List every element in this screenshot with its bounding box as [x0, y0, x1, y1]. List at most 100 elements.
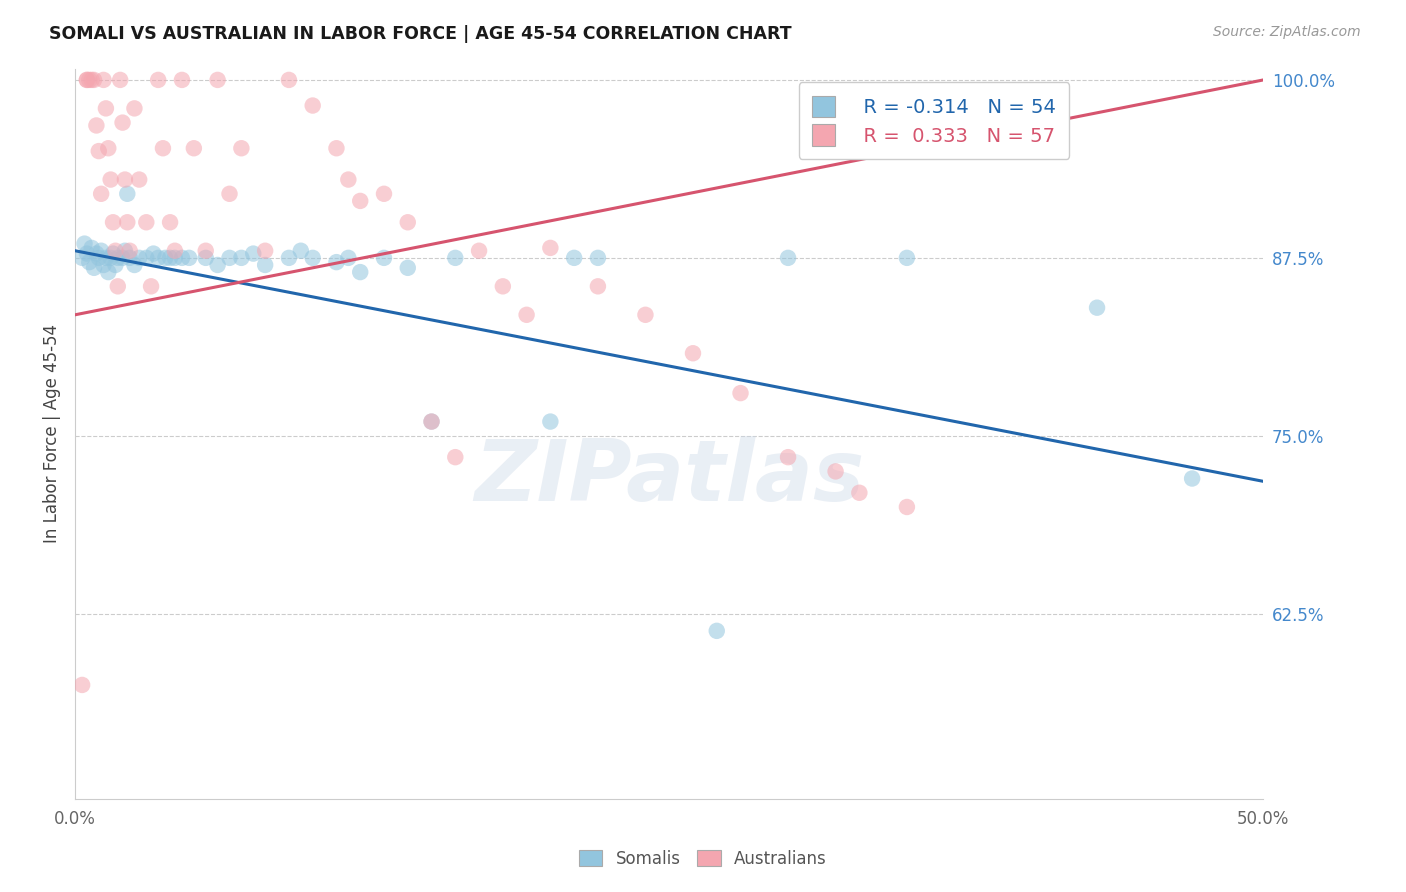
Point: [117, 186, 139, 201]
Point: [107, 251, 129, 265]
Point: [586, 279, 609, 293]
Point: [114, 244, 136, 258]
Point: [254, 244, 277, 258]
Point: [104, 258, 127, 272]
Point: [231, 141, 253, 155]
Point: [111, 115, 134, 129]
Point: [142, 246, 165, 260]
Point: [100, 172, 122, 186]
Point: [148, 251, 170, 265]
Point: [135, 215, 157, 229]
Point: [396, 215, 419, 229]
Point: [108, 73, 131, 87]
Point: [100, 251, 122, 265]
Point: [118, 251, 141, 265]
Point: [93, 258, 115, 272]
Point: [1181, 471, 1204, 485]
Point: [896, 251, 918, 265]
Point: [634, 308, 657, 322]
Point: [218, 186, 240, 201]
Point: [538, 241, 561, 255]
Point: [117, 215, 139, 229]
Point: [776, 450, 799, 465]
Point: [170, 73, 193, 87]
Point: [80, 73, 103, 87]
Point: [90, 244, 112, 258]
Point: [706, 624, 728, 638]
Point: [420, 415, 443, 429]
Point: [183, 141, 205, 155]
Point: [207, 73, 229, 87]
Point: [277, 251, 299, 265]
Point: [325, 255, 347, 269]
Point: [83, 73, 105, 87]
Point: [896, 500, 918, 514]
Point: [124, 258, 146, 272]
Point: [159, 251, 181, 265]
Point: [90, 186, 112, 201]
Point: [1085, 301, 1108, 315]
Point: [77, 255, 100, 269]
Point: [139, 279, 162, 293]
Point: [86, 119, 108, 133]
Point: [194, 244, 217, 258]
Point: [135, 251, 157, 265]
Point: [444, 450, 467, 465]
Point: [776, 251, 799, 265]
Point: [155, 251, 177, 265]
Point: [824, 464, 846, 478]
Point: [159, 215, 181, 229]
Point: [337, 251, 360, 265]
Point: [562, 251, 585, 265]
Point: [128, 251, 150, 265]
Point: [254, 258, 277, 272]
Point: [349, 265, 371, 279]
Point: [118, 244, 141, 258]
Point: [97, 265, 120, 279]
Point: [87, 144, 110, 158]
Point: [444, 251, 467, 265]
Point: [420, 415, 443, 429]
Point: [93, 73, 115, 87]
Legend:   R = -0.314   N = 54,   R =  0.333   N = 57: R = -0.314 N = 54, R = 0.333 N = 57: [799, 82, 1070, 160]
Point: [325, 141, 347, 155]
Point: [86, 246, 108, 260]
Point: [396, 260, 419, 275]
Point: [848, 485, 870, 500]
Point: [468, 244, 491, 258]
Point: [290, 244, 312, 258]
Point: [170, 251, 193, 265]
Point: [73, 236, 96, 251]
Point: [163, 244, 186, 258]
Point: [97, 141, 120, 155]
Point: [177, 251, 200, 265]
Point: [194, 251, 217, 265]
Point: [128, 172, 150, 186]
Point: [538, 415, 561, 429]
Point: [76, 246, 98, 260]
Point: [77, 73, 100, 87]
Text: ZIPatlas: ZIPatlas: [474, 436, 865, 519]
Point: [80, 241, 103, 255]
Point: [94, 102, 117, 116]
Point: [218, 251, 240, 265]
Point: [104, 244, 127, 258]
Y-axis label: In Labor Force | Age 45-54: In Labor Force | Age 45-54: [44, 324, 60, 543]
Point: [76, 73, 98, 87]
Point: [70, 678, 93, 692]
Point: [207, 258, 229, 272]
Point: [111, 251, 134, 265]
Point: [337, 172, 360, 186]
Point: [301, 98, 323, 112]
Point: [492, 279, 515, 293]
Point: [231, 251, 253, 265]
Point: [124, 102, 146, 116]
Point: [83, 260, 105, 275]
Point: [148, 73, 170, 87]
Point: [163, 251, 186, 265]
Point: [87, 251, 110, 265]
Text: SOMALI VS AUSTRALIAN IN LABOR FORCE | AGE 45-54 CORRELATION CHART: SOMALI VS AUSTRALIAN IN LABOR FORCE | AG…: [49, 25, 792, 43]
Point: [301, 251, 323, 265]
Point: [242, 246, 264, 260]
Point: [373, 251, 395, 265]
